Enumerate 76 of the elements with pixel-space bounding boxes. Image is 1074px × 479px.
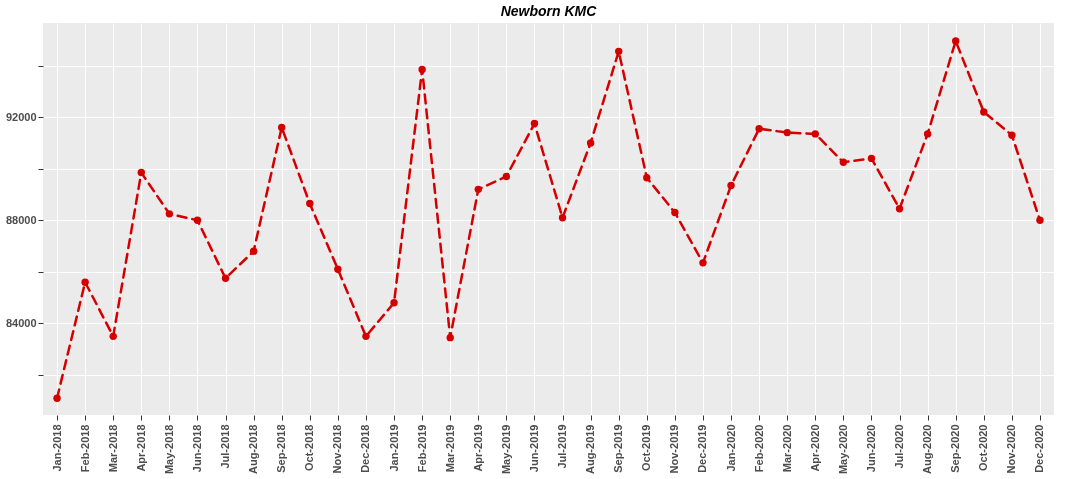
x-tick-label: Jun-2018 xyxy=(190,424,203,473)
point xyxy=(278,123,286,132)
x-tick-label: Mar-2018 xyxy=(106,424,119,473)
point xyxy=(221,274,230,283)
point xyxy=(671,208,679,217)
point xyxy=(502,172,511,181)
x-tick-label: Sep-2020 xyxy=(949,424,962,473)
x-tick-label: Aug-2019 xyxy=(584,424,597,475)
point xyxy=(867,154,876,163)
point xyxy=(530,119,539,128)
x-tick-label: Feb-2018 xyxy=(78,424,91,473)
x-tick-label: Dec-2020 xyxy=(1033,424,1046,473)
y-tick-label: 88000 xyxy=(5,213,37,226)
point xyxy=(980,108,988,116)
point xyxy=(923,130,932,138)
x-tick-label: Feb-2019 xyxy=(415,424,428,473)
x-tick-label: Apr-2019 xyxy=(471,424,484,472)
point xyxy=(586,139,595,147)
point xyxy=(249,247,258,255)
x-tick-label: Oct-2020 xyxy=(977,424,990,471)
x-tick-label: Aug-2018 xyxy=(247,424,260,475)
point xyxy=(390,299,398,307)
x-tick-label: Jan-2020 xyxy=(724,424,737,472)
x-tick-label: Apr-2020 xyxy=(808,424,821,472)
y-tick-label: 84000 xyxy=(5,316,37,329)
point xyxy=(1036,216,1044,224)
x-tick-label: Jun-2020 xyxy=(864,424,877,473)
x-tick-label: Jul-2018 xyxy=(219,424,232,469)
x-tick-label: Jan-2018 xyxy=(50,424,63,472)
x-tick-label: Oct-2019 xyxy=(640,424,653,471)
x-tick-label: Jul-2020 xyxy=(893,424,906,469)
x-tick-label: Nov-2018 xyxy=(331,424,344,474)
point xyxy=(952,37,960,45)
x-tick-label: May-2019 xyxy=(499,424,512,475)
point xyxy=(558,214,567,222)
x-tick-label: Feb-2020 xyxy=(752,424,765,473)
x-tick-label: Mar-2020 xyxy=(780,424,793,473)
x-tick-label: Nov-2020 xyxy=(1005,424,1018,474)
point xyxy=(727,181,735,190)
x-tick-label: Jul-2019 xyxy=(556,424,569,469)
x-tick-label: Oct-2018 xyxy=(303,424,316,471)
point xyxy=(643,174,651,182)
x-tick-label: Jun-2019 xyxy=(527,424,540,473)
point xyxy=(839,158,848,166)
point xyxy=(783,128,791,137)
x-tick-label: Dec-2018 xyxy=(359,424,372,473)
point xyxy=(811,130,819,138)
point xyxy=(53,394,61,402)
y-tick-label: 92000 xyxy=(5,110,37,123)
point xyxy=(615,47,623,56)
point xyxy=(109,332,117,341)
x-tick-label: May-2020 xyxy=(836,424,849,475)
point xyxy=(1008,131,1016,139)
point xyxy=(193,216,202,224)
x-tick-label: Apr-2018 xyxy=(134,424,147,472)
x-tick-label: Aug-2020 xyxy=(921,424,934,475)
x-tick-label: Dec-2019 xyxy=(696,424,709,473)
point xyxy=(474,185,482,194)
point xyxy=(306,199,314,208)
point xyxy=(137,168,145,177)
x-tick-label: Nov-2019 xyxy=(668,424,681,474)
x-tick-label: Sep-2018 xyxy=(275,424,288,473)
x-tick-label: Jan-2019 xyxy=(387,424,400,472)
x-tick-label: May-2018 xyxy=(162,424,175,475)
point xyxy=(362,332,370,341)
point xyxy=(418,65,426,74)
point xyxy=(755,125,763,133)
x-tick-label: Mar-2019 xyxy=(443,424,456,473)
point xyxy=(165,210,174,218)
point xyxy=(446,333,454,342)
x-tick-label: Sep-2019 xyxy=(612,424,625,473)
point xyxy=(895,204,904,213)
point xyxy=(699,259,707,267)
point xyxy=(334,265,342,273)
point xyxy=(81,278,89,286)
chart-title: Newborn KMC xyxy=(500,3,598,19)
